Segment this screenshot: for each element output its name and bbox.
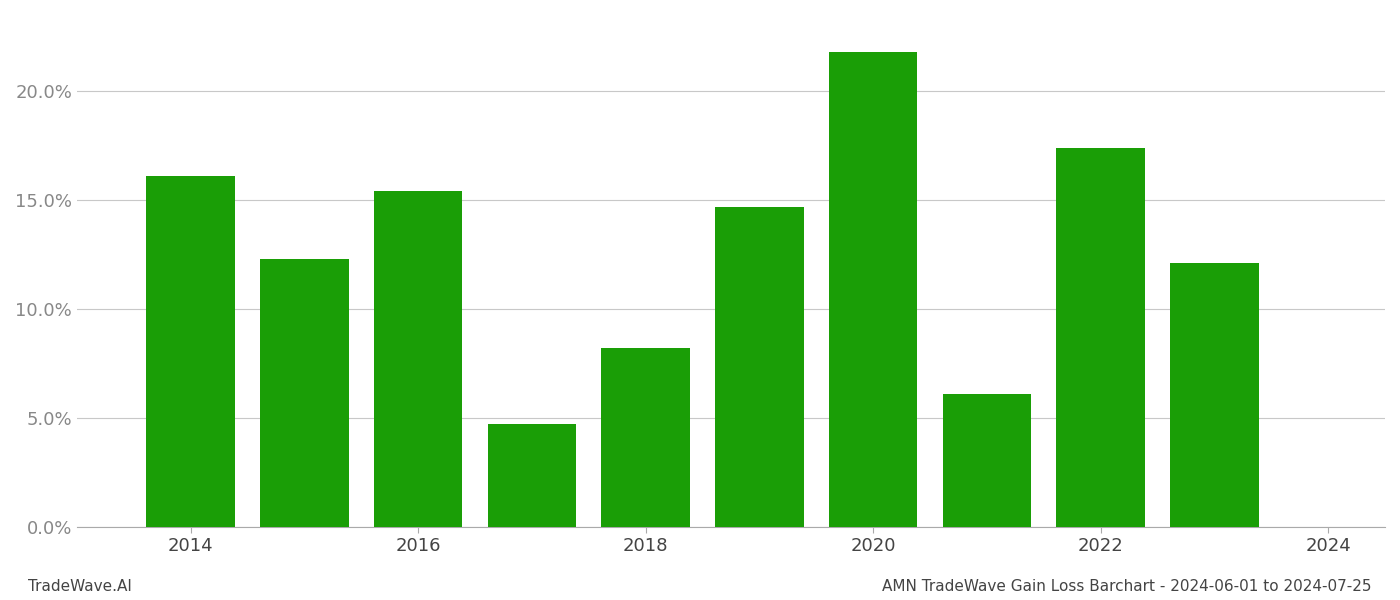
- Bar: [601, 348, 690, 527]
- Bar: [374, 191, 462, 527]
- Bar: [829, 52, 917, 527]
- Bar: [487, 424, 577, 527]
- Bar: [146, 176, 235, 527]
- Text: AMN TradeWave Gain Loss Barchart - 2024-06-01 to 2024-07-25: AMN TradeWave Gain Loss Barchart - 2024-…: [882, 579, 1372, 594]
- Text: TradeWave.AI: TradeWave.AI: [28, 579, 132, 594]
- Bar: [1056, 148, 1145, 527]
- Bar: [1170, 263, 1259, 527]
- Bar: [260, 259, 349, 527]
- Bar: [942, 394, 1032, 527]
- Bar: [715, 206, 804, 527]
